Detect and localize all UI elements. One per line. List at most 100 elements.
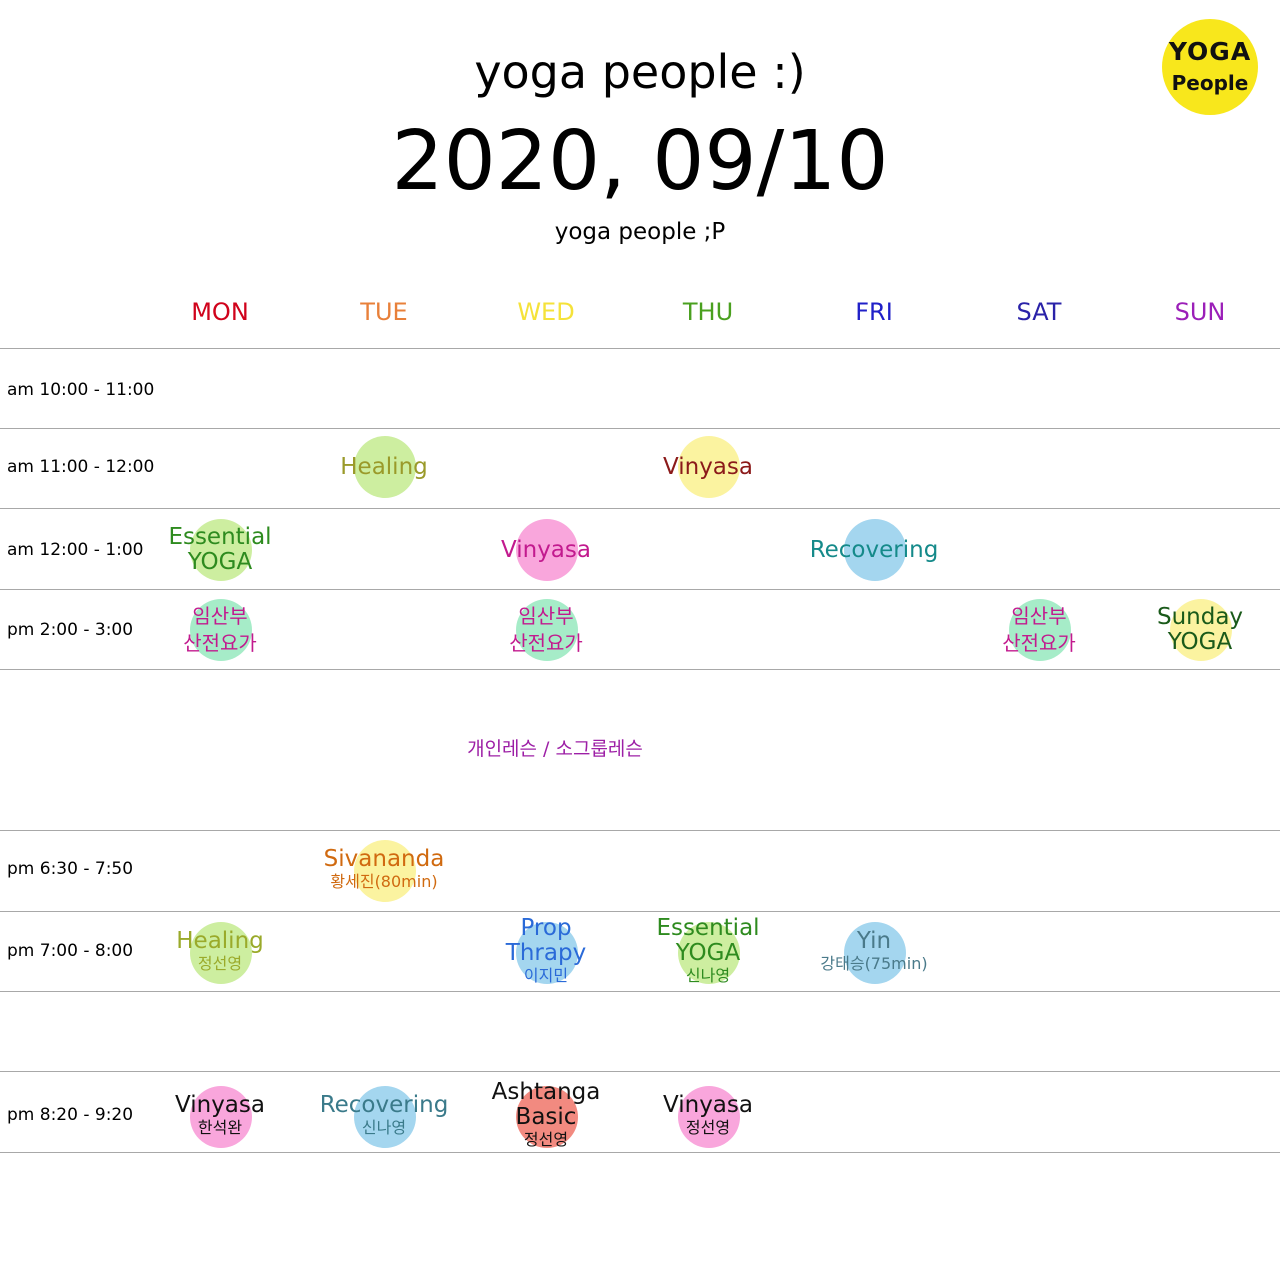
class-cell: Sunday YOGA bbox=[1120, 590, 1280, 670]
day-header-tue: TUE bbox=[360, 298, 408, 326]
class-name: Vinyasa bbox=[663, 453, 753, 480]
class-cell: Recovering bbox=[794, 510, 954, 590]
day-header-wed: WED bbox=[517, 298, 575, 326]
class-name: Recovering bbox=[809, 536, 939, 563]
class-name: Vinyasa bbox=[663, 1091, 753, 1118]
class-cell: Vinyasa 정선영 bbox=[628, 1075, 788, 1155]
class-cell: Essential YOGA 신나영 bbox=[628, 911, 788, 991]
class-name: Basic bbox=[515, 1104, 577, 1130]
class-teacher: 강태승(75min) bbox=[820, 953, 928, 973]
class-circle bbox=[354, 840, 416, 902]
class-name: Sivananda bbox=[323, 845, 445, 872]
class-cell: Essential YOGA bbox=[140, 510, 300, 590]
class-circle bbox=[678, 1086, 740, 1148]
row-divider bbox=[0, 991, 1280, 992]
class-circle bbox=[1009, 599, 1071, 661]
class-name: 산전요가 bbox=[509, 631, 583, 655]
class-circle bbox=[678, 922, 740, 984]
row-divider bbox=[0, 508, 1280, 509]
class-cell: Ashtanga Basic 정선영 bbox=[466, 1075, 626, 1155]
time-slot-label: pm 2:00 - 3:00 bbox=[7, 620, 134, 640]
time-slot-label: pm 7:00 - 8:00 bbox=[7, 941, 134, 961]
class-teacher: 신나영 bbox=[685, 966, 731, 985]
day-header-mon: MON bbox=[191, 298, 249, 326]
class-name: YOGA bbox=[187, 549, 253, 575]
class-teacher: 정선영 bbox=[685, 1117, 731, 1137]
time-slot-label: pm 6:30 - 7:50 bbox=[7, 859, 134, 879]
time-slot-label: pm 8:20 - 9:20 bbox=[7, 1105, 134, 1125]
class-circle bbox=[354, 436, 416, 498]
class-circle bbox=[190, 519, 252, 581]
time-slot-label: am 12:00 - 1:00 bbox=[7, 540, 144, 560]
page-subtitle: yoga people ;P bbox=[554, 219, 726, 245]
class-teacher: 이지민 bbox=[523, 966, 569, 985]
class-name: YOGA bbox=[675, 940, 741, 966]
class-name: 산전요가 bbox=[1002, 631, 1076, 655]
class-name: Essential bbox=[656, 915, 760, 941]
day-header-thu: THU bbox=[682, 298, 734, 326]
class-circle bbox=[354, 1086, 416, 1148]
class-cell: Vinyasa bbox=[466, 510, 626, 590]
class-name: Vinyasa bbox=[175, 1091, 265, 1118]
class-circle bbox=[190, 922, 252, 984]
class-name: Healing bbox=[340, 453, 428, 480]
day-header-fri: FRI bbox=[855, 298, 893, 326]
day-header-sun: SUN bbox=[1174, 298, 1226, 326]
class-cell: Vinyasa 한석완 bbox=[140, 1075, 300, 1155]
class-name: 임산부 bbox=[518, 604, 574, 628]
class-teacher: 정선영 bbox=[197, 953, 243, 973]
private-lesson-note: 개인레슨 / 소그룹레슨 bbox=[467, 738, 643, 760]
class-name: YOGA bbox=[1167, 629, 1233, 655]
class-name: Thrapy bbox=[505, 940, 587, 966]
row-divider bbox=[0, 911, 1280, 912]
class-name: Recovering bbox=[319, 1091, 449, 1118]
class-name: Healing bbox=[176, 927, 264, 954]
class-name: 임산부 bbox=[192, 604, 248, 628]
class-teacher: 한석완 bbox=[197, 1117, 243, 1137]
class-teacher: 황세진(80min) bbox=[330, 871, 438, 891]
day-header-sat: SAT bbox=[1016, 298, 1062, 326]
logo-text-line1: YOGA bbox=[1168, 37, 1252, 66]
class-circle bbox=[516, 1086, 578, 1148]
class-circle bbox=[844, 922, 906, 984]
logo-text-line2: People bbox=[1171, 71, 1249, 95]
class-circle bbox=[516, 599, 578, 661]
class-cell: Healing bbox=[304, 427, 464, 507]
class-circle bbox=[190, 1086, 252, 1148]
row-divider bbox=[0, 1152, 1280, 1153]
yoga-people-logo: YOGA People bbox=[1162, 19, 1258, 115]
time-slot-label: am 10:00 - 11:00 bbox=[7, 380, 155, 400]
class-cell: Healing 정선영 bbox=[140, 911, 300, 991]
class-circle bbox=[678, 436, 740, 498]
class-cell: Recovering 신나영 bbox=[304, 1075, 464, 1155]
class-circle bbox=[516, 922, 578, 984]
class-cell: Prop Thrapy 이지민 bbox=[466, 911, 626, 991]
class-name: Essential bbox=[168, 524, 272, 550]
class-name: Prop bbox=[520, 915, 572, 941]
class-teacher: 신나영 bbox=[361, 1117, 407, 1137]
row-divider bbox=[0, 669, 1280, 670]
time-slot-label: am 11:00 - 12:00 bbox=[7, 457, 155, 477]
class-name: Yin bbox=[856, 927, 892, 954]
class-name: Vinyasa bbox=[501, 536, 591, 563]
class-circle bbox=[1170, 599, 1232, 661]
class-cell: Vinyasa bbox=[628, 427, 788, 507]
class-name: 임산부 bbox=[1011, 604, 1067, 628]
class-circle bbox=[844, 519, 906, 581]
schedule-date: 2020, 09/10 bbox=[391, 114, 889, 209]
class-name: 산전요가 bbox=[183, 631, 257, 655]
row-divider bbox=[0, 830, 1280, 831]
page-title: yoga people :) bbox=[474, 45, 806, 99]
class-circle bbox=[190, 599, 252, 661]
class-cell: Yin 강태승(75min) bbox=[794, 911, 954, 991]
class-name: Ashtanga bbox=[491, 1079, 601, 1105]
class-circle bbox=[516, 519, 578, 581]
row-divider bbox=[0, 589, 1280, 590]
class-teacher: 정선영 bbox=[523, 1130, 569, 1149]
row-divider bbox=[0, 428, 1280, 429]
row-divider bbox=[0, 348, 1280, 349]
class-name: Sunday bbox=[1156, 604, 1244, 630]
